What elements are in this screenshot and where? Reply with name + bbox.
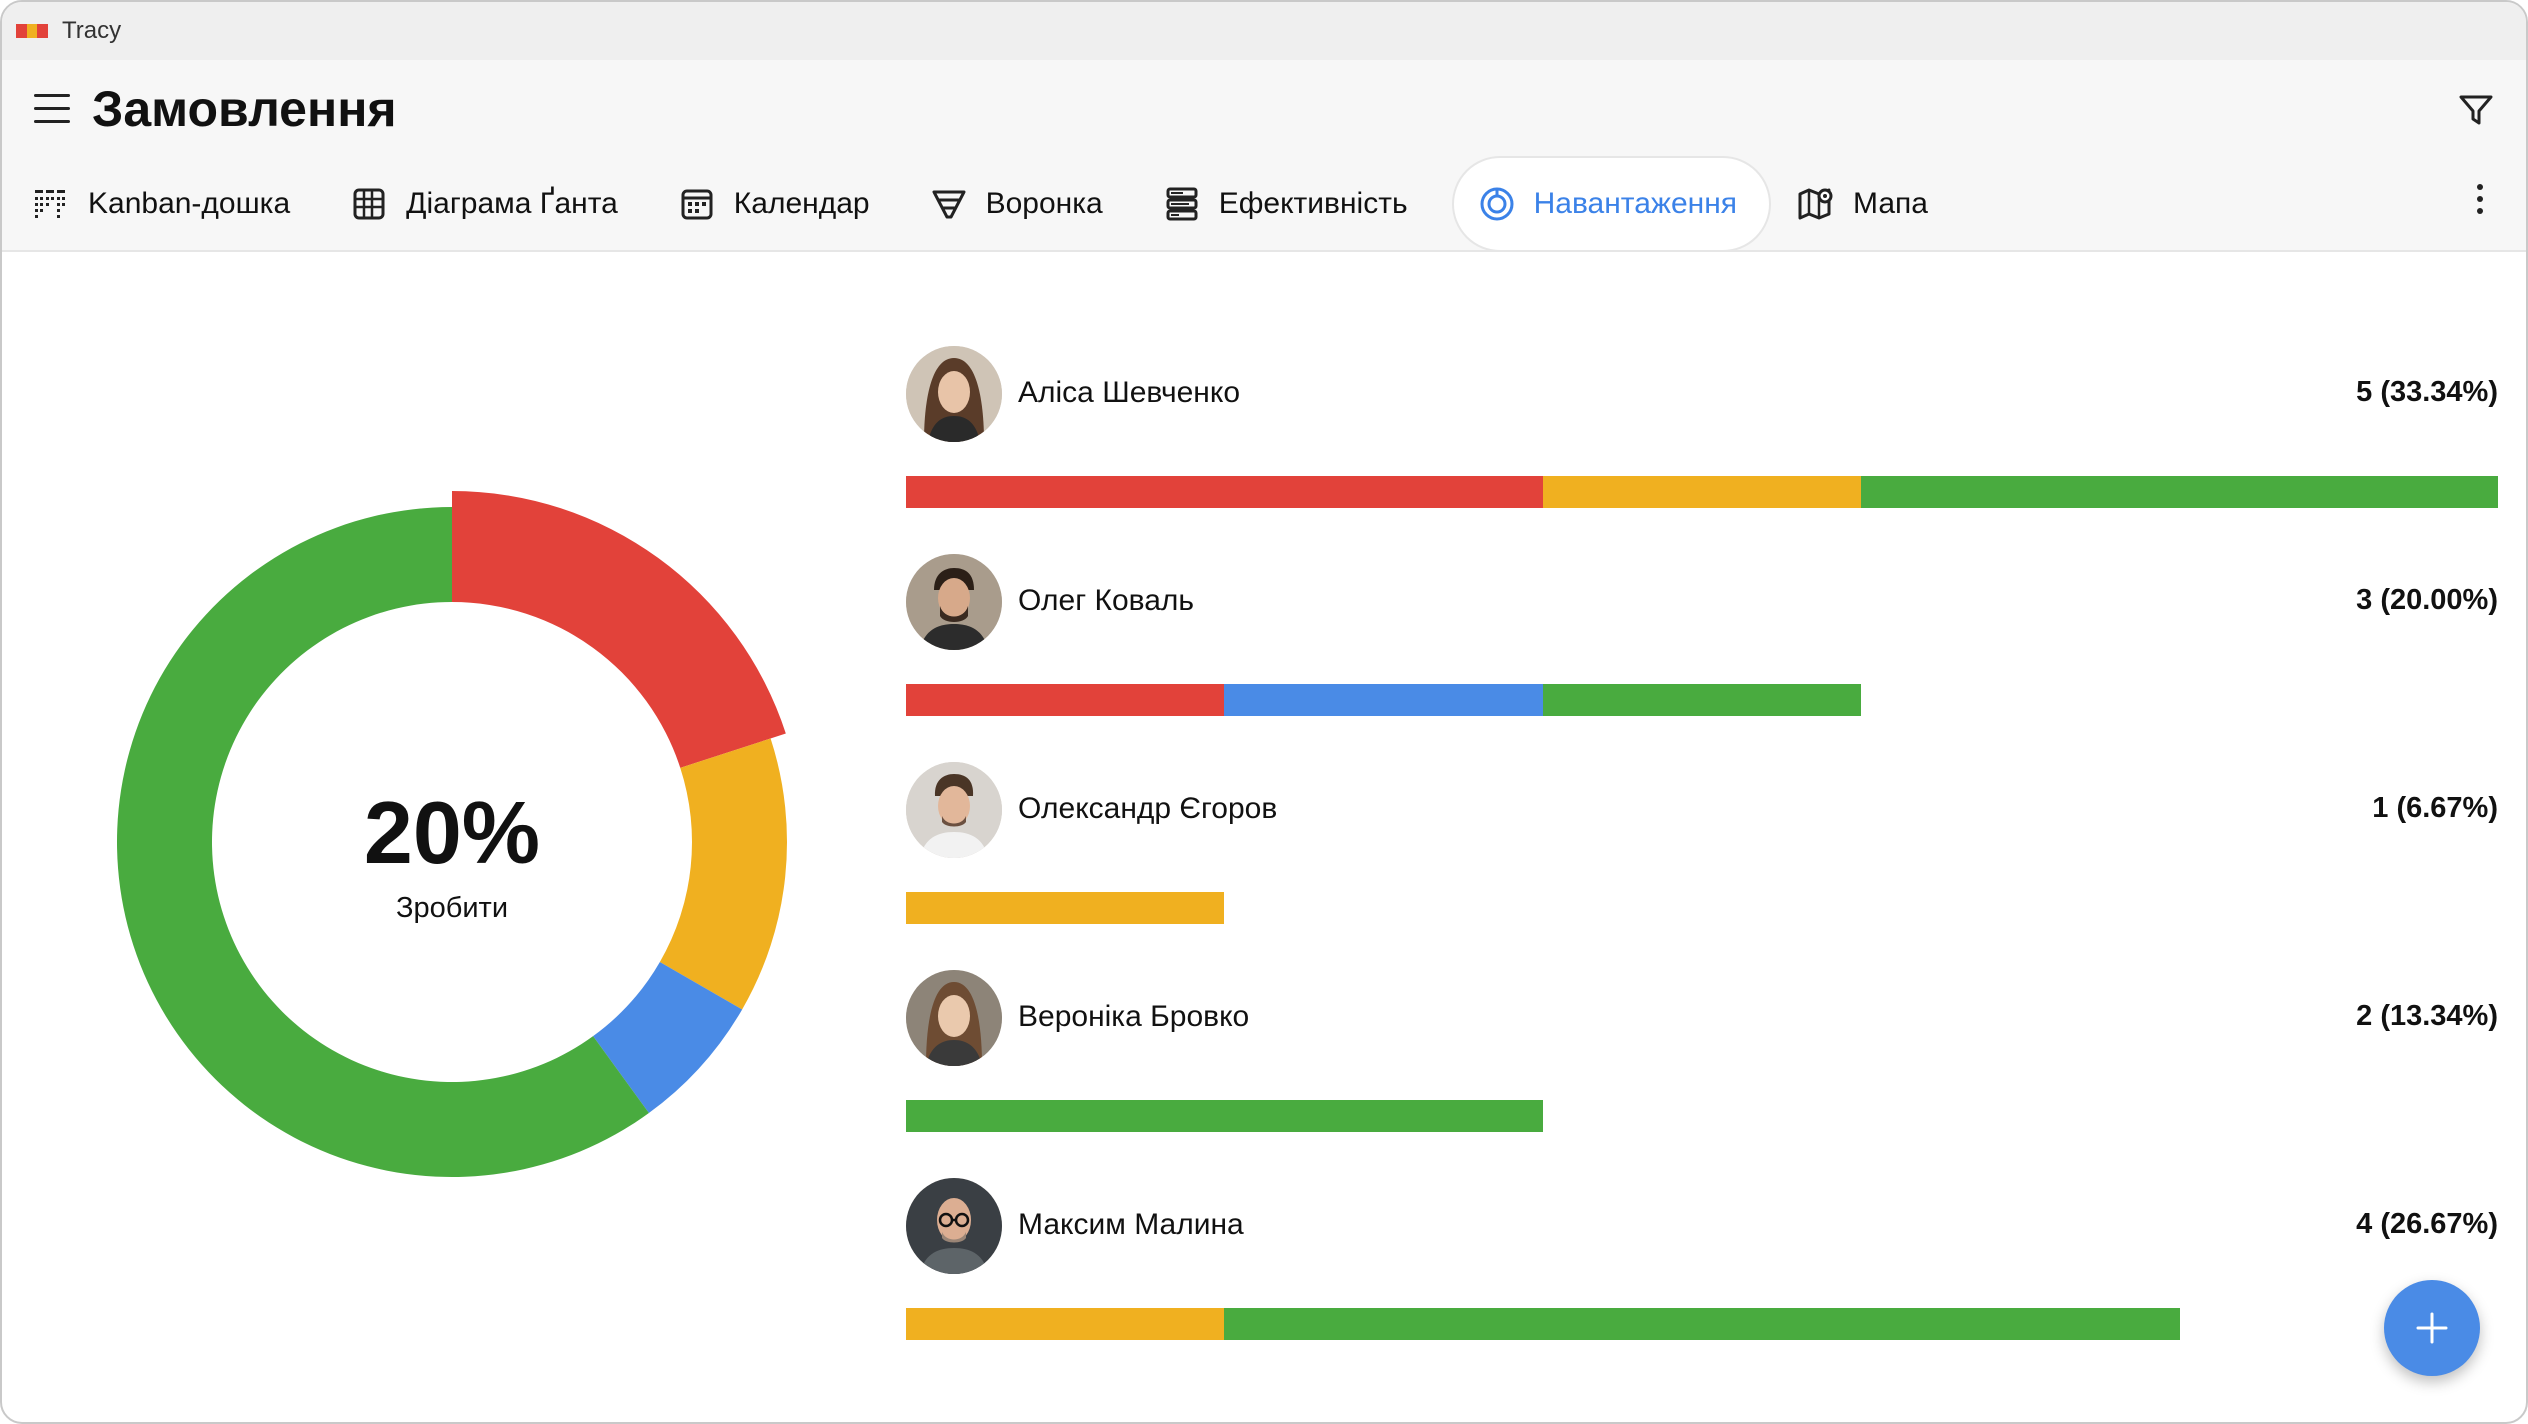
tab-label: Календар bbox=[733, 187, 870, 220]
more-options-icon[interactable] bbox=[2474, 184, 2486, 224]
plus-icon bbox=[2416, 1312, 2448, 1344]
donut-segment-blue[interactable] bbox=[593, 961, 743, 1114]
man-avatar bbox=[906, 762, 1002, 858]
person-name: Максим Малина bbox=[1018, 1208, 1244, 1241]
person-name: Аліса Шевченко bbox=[1018, 376, 1240, 409]
person-row[interactable]: Максим Малина 4 (26.67%) bbox=[906, 1178, 2498, 1348]
title-bar: Tracy bbox=[2, 2, 2526, 60]
person-name: Олександр Єгоров bbox=[1018, 792, 1278, 825]
funnel-icon bbox=[930, 185, 968, 223]
man-avatar bbox=[906, 554, 1002, 650]
bar-segment-yellow bbox=[906, 1308, 1225, 1340]
person-stat: 5 (33.34%) bbox=[2356, 376, 2498, 408]
workload-bar bbox=[906, 476, 2498, 508]
person-name: Вероніка Бровко bbox=[1018, 1000, 1250, 1033]
workload-donut-chart: 20% Зробити bbox=[112, 482, 792, 1202]
tab-funnel[interactable]: Воронка bbox=[914, 156, 1137, 252]
bar-segment-green bbox=[1542, 684, 1862, 716]
donut-center-value: 20% bbox=[363, 783, 541, 882]
app-logo-icon bbox=[16, 24, 49, 38]
bar-segment-yellow bbox=[1542, 476, 1862, 508]
person-row[interactable]: Олег Коваль 3 (20.00%) bbox=[906, 554, 2498, 724]
tab-label: Воронка bbox=[985, 187, 1103, 220]
person-row[interactable]: Олександр Єгоров 1 (6.67%) bbox=[906, 762, 2498, 932]
woman-avatar bbox=[906, 346, 1002, 442]
view-tabs: Kanban-дошка Діаграма Ґанта Календар bbox=[16, 156, 1972, 252]
bar-segment-yellow bbox=[906, 892, 1225, 924]
add-button[interactable] bbox=[2384, 1280, 2480, 1376]
donut-segment-red[interactable] bbox=[452, 491, 786, 768]
person-stat: 1 (6.67%) bbox=[2372, 792, 2498, 824]
app-name: Tracy bbox=[62, 17, 122, 44]
donut-svg bbox=[117, 491, 787, 1177]
map-icon bbox=[1797, 185, 1835, 223]
person-row[interactable]: Аліса Шевченко 5 (33.34%) bbox=[906, 346, 2498, 516]
tab-label: Мапа bbox=[1853, 187, 1928, 220]
tab-label: Kanban-дошка bbox=[88, 187, 291, 220]
person-stat: 4 (26.67%) bbox=[2356, 1208, 2498, 1240]
donut-center-label: Зробити bbox=[395, 892, 509, 924]
workload-icon bbox=[1478, 185, 1516, 223]
person-stat: 3 (20.00%) bbox=[2356, 584, 2498, 616]
menu-icon[interactable] bbox=[34, 94, 70, 124]
bar-segment-blue bbox=[1224, 684, 1543, 716]
workload-bar bbox=[906, 684, 1862, 716]
bar-segment-green bbox=[1224, 1100, 1543, 1132]
bar-segment-green bbox=[2179, 476, 2498, 508]
filter-icon[interactable] bbox=[2456, 90, 2496, 130]
gantt-icon bbox=[350, 185, 388, 223]
donut-segment-green[interactable] bbox=[117, 507, 649, 1177]
tab-label: Ефективність bbox=[1218, 187, 1408, 220]
tab-workload[interactable]: Навантаження bbox=[1451, 156, 1772, 252]
efficiency-icon bbox=[1163, 185, 1201, 223]
workload-bar bbox=[906, 1100, 1543, 1132]
bar-segment-green bbox=[1861, 476, 2180, 508]
tab-map[interactable]: Мапа bbox=[1781, 156, 1962, 252]
bar-segment-green bbox=[1861, 1308, 2180, 1340]
calendar-icon bbox=[678, 185, 716, 223]
bar-segment-red bbox=[1224, 476, 1543, 508]
person-row[interactable]: Вероніка Бровко 2 (13.34%) bbox=[906, 970, 2498, 1140]
donut-segment-yellow[interactable] bbox=[659, 738, 787, 1010]
bar-segment-green bbox=[1542, 1308, 1862, 1340]
tab-label: Навантаження bbox=[1533, 187, 1738, 220]
page-header: Замовлення Kanban-дошка bbox=[2, 60, 2526, 252]
tab-label: Діаграма Ґанта bbox=[406, 187, 618, 220]
kanban-icon bbox=[32, 185, 70, 223]
tab-kanban[interactable]: Kanban-дошка bbox=[16, 156, 324, 252]
bar-segment-green bbox=[906, 1100, 1225, 1132]
tab-calendar[interactable]: Календар bbox=[662, 156, 904, 252]
person-name: Олег Коваль bbox=[1018, 584, 1195, 617]
page-title: Замовлення bbox=[92, 81, 397, 137]
bar-segment-red bbox=[906, 476, 1225, 508]
bar-segment-red bbox=[906, 684, 1225, 716]
workload-bar bbox=[906, 1308, 2180, 1340]
woman-avatar bbox=[906, 970, 1002, 1066]
tab-gantt[interactable]: Діаграма Ґанта bbox=[334, 156, 652, 252]
bar-segment-green bbox=[1224, 1308, 1543, 1340]
workload-bar bbox=[906, 892, 1225, 924]
man-glasses-avatar bbox=[906, 1178, 1002, 1274]
tab-efficiency[interactable]: Ефективність bbox=[1147, 156, 1442, 252]
person-stat: 2 (13.34%) bbox=[2356, 1000, 2498, 1032]
